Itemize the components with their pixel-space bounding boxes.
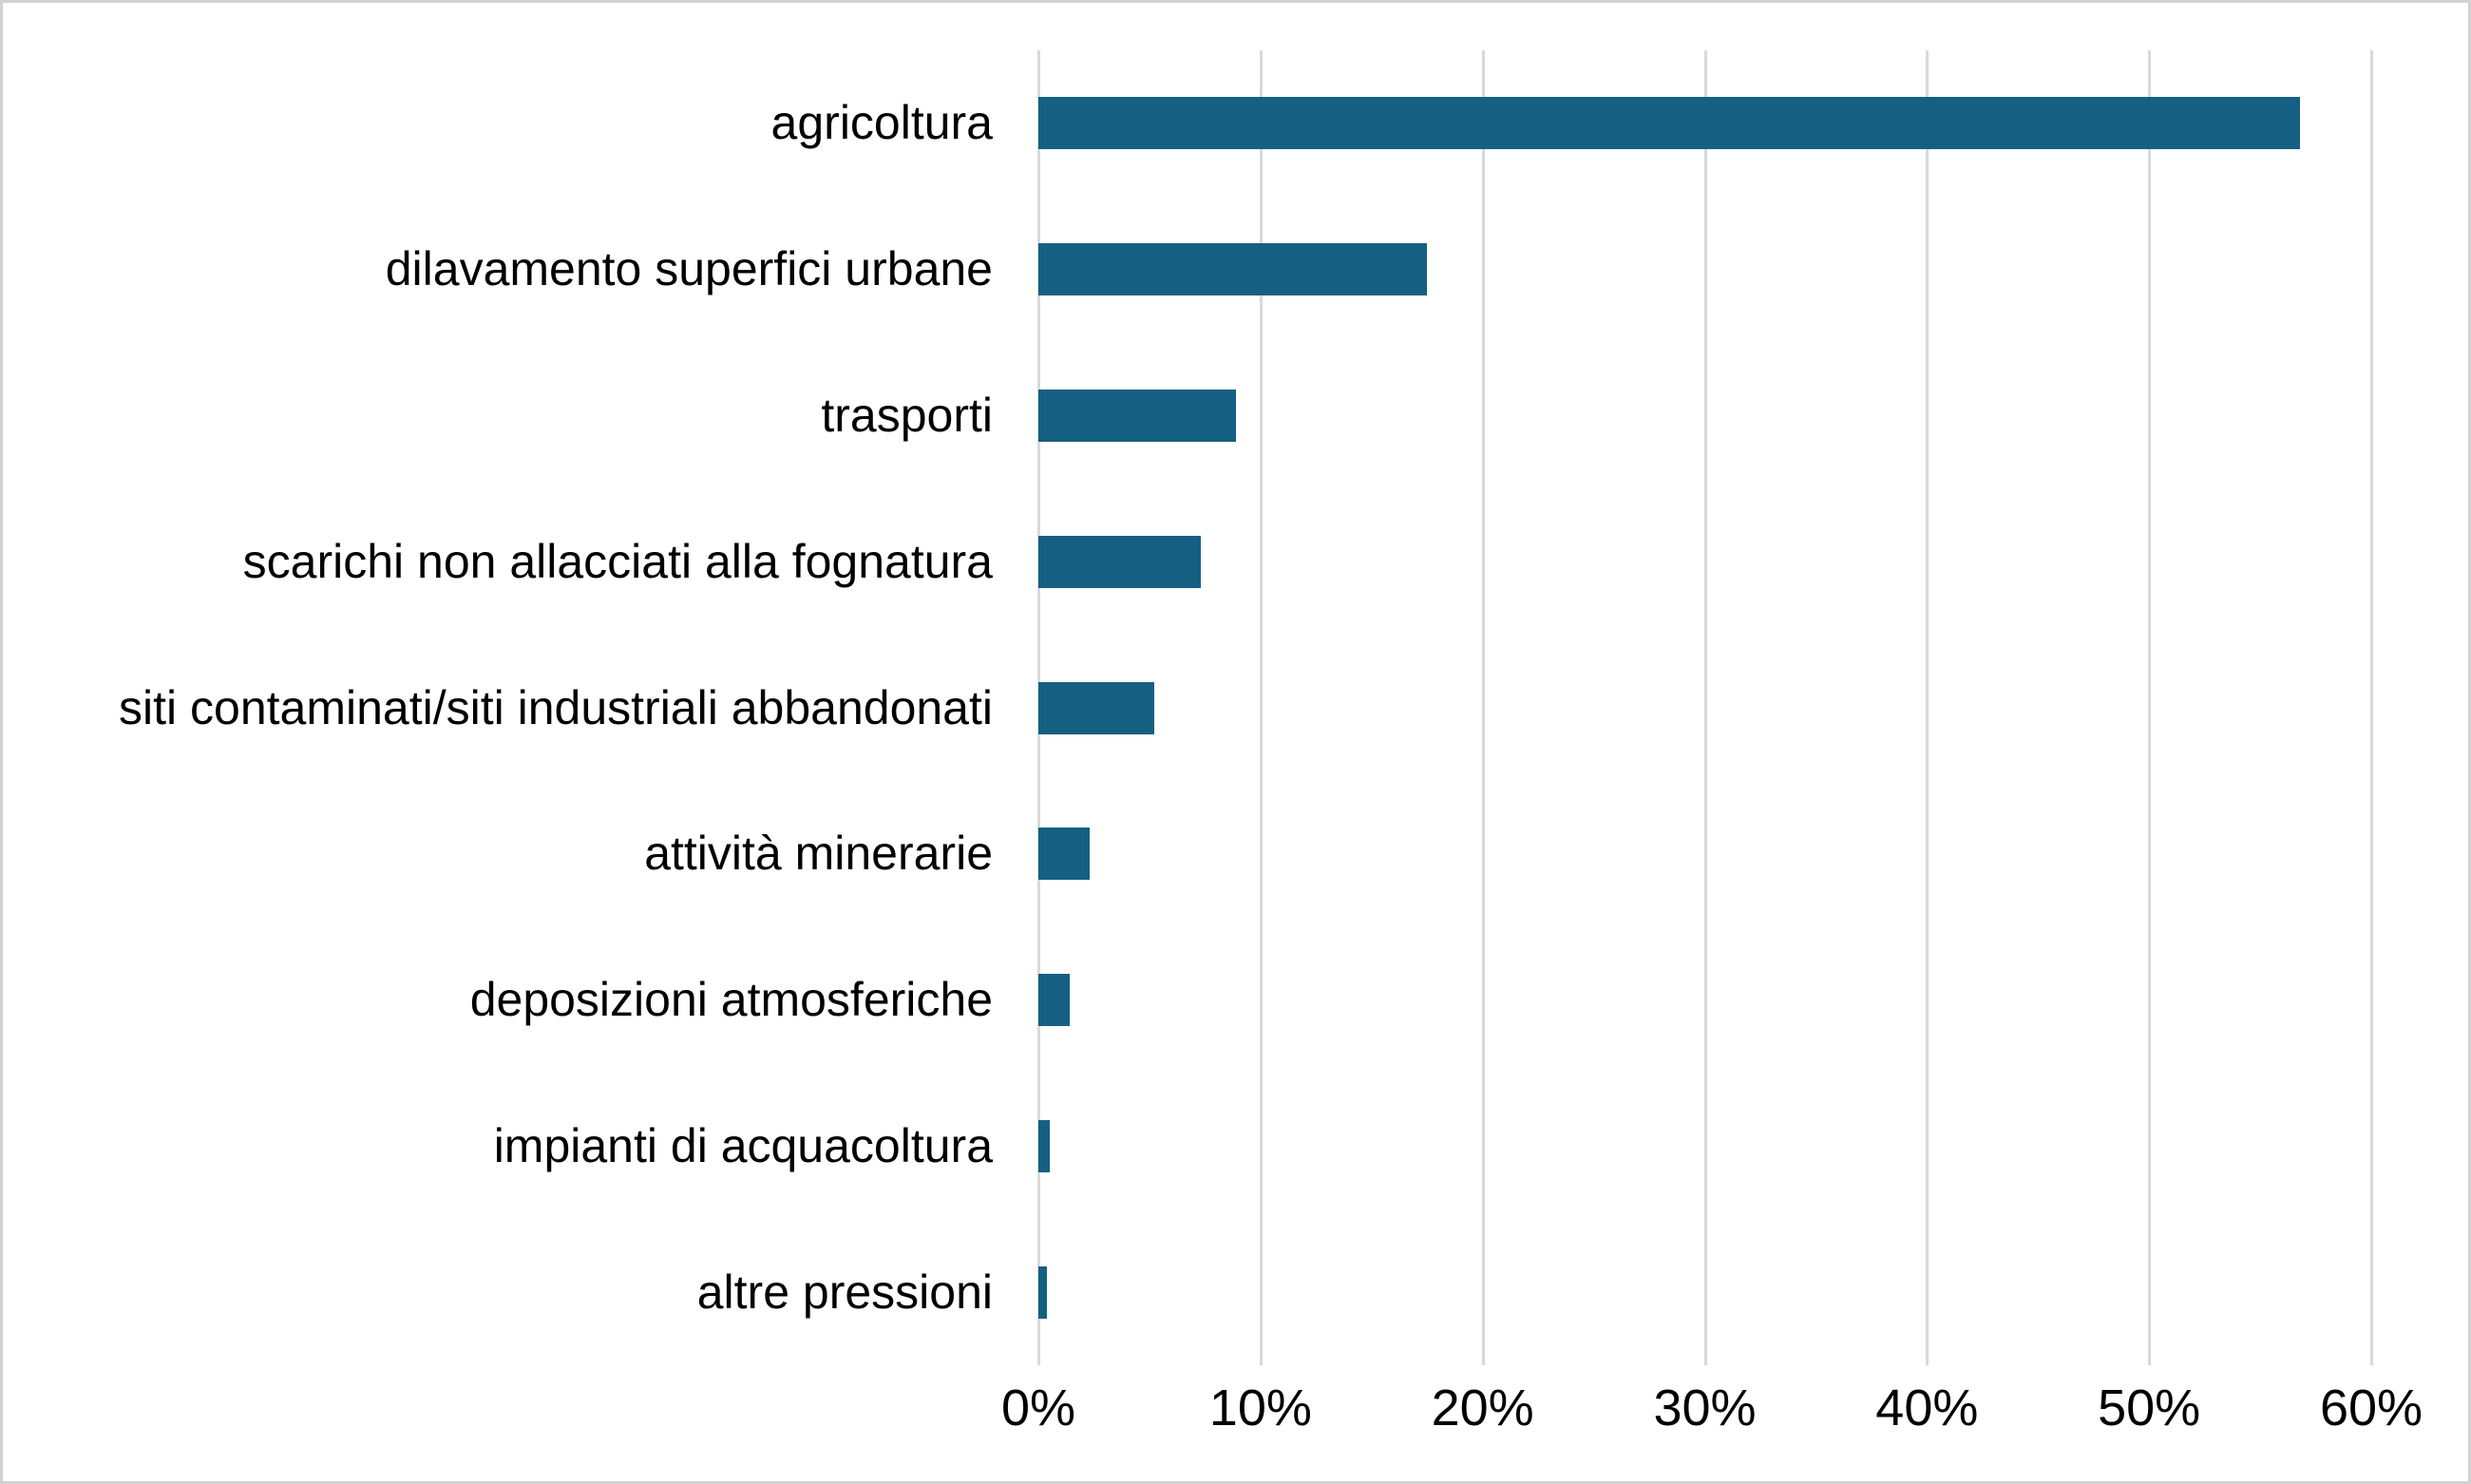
- bar-row: trasporti: [3, 343, 2371, 489]
- bar-row: deposizioni atmosferiche: [3, 927, 2371, 1074]
- x-tick-label: 0%: [1000, 1379, 1076, 1436]
- bar-rows: agricoltura dilavamento superfici urbane t…: [3, 50, 2371, 1365]
- x-tick-label: 20%: [1431, 1379, 1534, 1436]
- bar: [1038, 243, 1428, 296]
- x-tick-label: 40%: [1875, 1379, 1979, 1436]
- bar: [1038, 681, 1154, 734]
- bar-row: siti contaminati/siti industriali abband…: [3, 635, 2371, 781]
- category-label: scarichi non allacciati alla fognatura: [242, 534, 993, 588]
- bar: [1038, 389, 1237, 442]
- bar-track: [1038, 50, 2371, 197]
- bar-track: [1038, 1073, 2371, 1219]
- bar-row: dilavamento superfici urbane: [3, 197, 2371, 343]
- bar-track: [1038, 197, 2371, 343]
- category-label: attività minerarie: [644, 827, 993, 881]
- bar-track: [1038, 781, 2371, 927]
- category-label: impianti di acquacoltura: [493, 1118, 993, 1172]
- category-label: deposizioni atmosferiche: [469, 973, 993, 1027]
- bar-row: impianti di acquacoltura: [3, 1073, 2371, 1219]
- gridline: [1259, 50, 1263, 1365]
- gridline: [2148, 50, 2152, 1365]
- x-tick-label: 10%: [1208, 1379, 1312, 1436]
- bar-track: [1038, 1219, 2371, 1365]
- x-tick-label: 50%: [2098, 1379, 2201, 1436]
- gridline: [1926, 50, 1929, 1365]
- category-label: trasporti: [821, 388, 993, 442]
- bar-track: [1038, 635, 2371, 781]
- bar: [1038, 1265, 1048, 1319]
- gridline: [2370, 50, 2373, 1365]
- category-label: altre pressioni: [696, 1265, 993, 1319]
- x-axis: 0% 10% 20% 30% 40% 50% 60%: [1001, 1379, 2423, 1455]
- bar: [1038, 535, 1201, 588]
- bar: [1038, 974, 1070, 1027]
- bar-row: scarichi non allacciati alla fognatura: [3, 488, 2371, 635]
- bar-track: [1038, 927, 2371, 1074]
- bar-row: altre pressioni: [3, 1219, 2371, 1365]
- bar-row: attività minerarie: [3, 781, 2371, 927]
- bar-track: [1038, 343, 2371, 489]
- category-label: siti contaminati/siti industriali abband…: [119, 680, 993, 734]
- x-tick-label: 60%: [2319, 1379, 2423, 1436]
- category-label: agricoltura: [770, 96, 993, 150]
- bar: [1038, 97, 2301, 150]
- bar: [1038, 828, 1090, 881]
- bar-track: [1038, 488, 2371, 635]
- gridline: [1481, 50, 1485, 1365]
- category-label: dilavamento superfici urbane: [385, 242, 993, 296]
- x-tick-label: 30%: [1653, 1379, 1757, 1436]
- bar-row: agricoltura: [3, 50, 2371, 197]
- bar: [1038, 1119, 1050, 1172]
- gridline: [1703, 50, 1707, 1365]
